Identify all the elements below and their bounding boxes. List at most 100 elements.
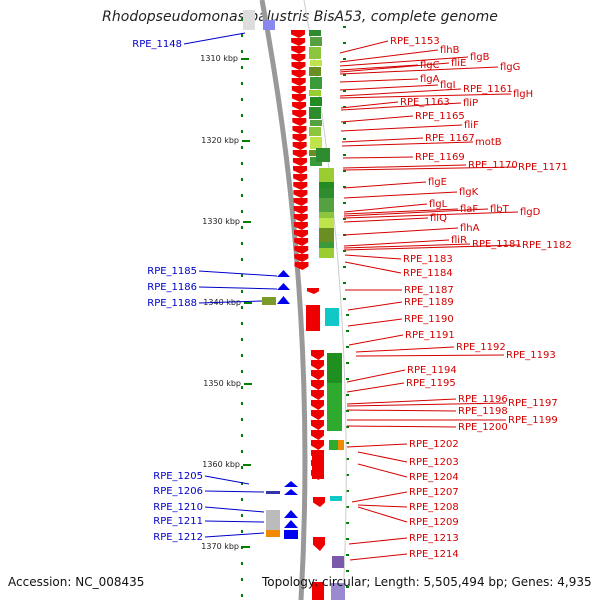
leader-line bbox=[339, 62, 450, 73]
gene-label-reverse: RPE_1202 bbox=[409, 439, 459, 450]
leader-line bbox=[357, 506, 408, 523]
gene-arrow-reverse bbox=[293, 182, 308, 190]
gene-arrow-reverse bbox=[311, 420, 324, 430]
gene-arrow-forward bbox=[277, 270, 290, 277]
gene-arrow-reverse bbox=[293, 166, 308, 174]
leader-line bbox=[346, 443, 408, 448]
gene-label-reverse: RPE_1187 bbox=[404, 285, 454, 296]
gene-arrow-forward bbox=[284, 520, 298, 528]
gene-label-reverse: flgA bbox=[420, 74, 440, 85]
tick-dot bbox=[343, 202, 346, 204]
tick-dot bbox=[343, 154, 346, 156]
gene-label-reverse: RPE_1190 bbox=[404, 314, 454, 325]
scale-tick bbox=[244, 302, 252, 304]
leader-line bbox=[343, 227, 459, 236]
gene-arrow-reverse bbox=[293, 214, 308, 222]
scale-tick bbox=[241, 58, 249, 60]
gene-arrow-reverse bbox=[292, 118, 307, 126]
tick-dot bbox=[346, 426, 349, 428]
gene-arrow-reverse bbox=[311, 380, 324, 390]
gene-label-reverse: RPE_1197 bbox=[508, 398, 558, 409]
leader-line bbox=[204, 506, 265, 513]
gene-arrow-reverse bbox=[291, 70, 306, 78]
gene-arrow-reverse bbox=[294, 230, 308, 238]
gene-label-reverse: fliE bbox=[451, 58, 466, 69]
tick-dot bbox=[241, 18, 243, 21]
gene-label-forward: RPE_1188 bbox=[147, 298, 197, 309]
feature-bar bbox=[319, 182, 334, 188]
gene-label-reverse: flbT bbox=[490, 204, 510, 215]
tick-dot bbox=[241, 34, 243, 37]
tick-dot bbox=[241, 418, 243, 421]
gene-arrow-reverse bbox=[293, 174, 308, 182]
tick-dot bbox=[241, 210, 243, 213]
feature-bar bbox=[309, 30, 321, 36]
feature-bar bbox=[309, 127, 321, 136]
leader-line bbox=[204, 475, 250, 485]
gene-label-reverse: flgB bbox=[470, 52, 490, 63]
tick-dot bbox=[343, 74, 346, 76]
tick-dot bbox=[241, 514, 243, 517]
tick-dot bbox=[343, 122, 346, 124]
gene-arrow-reverse bbox=[291, 62, 306, 70]
feature-bar bbox=[309, 150, 321, 156]
tick-dot bbox=[241, 370, 243, 373]
scale-tick bbox=[243, 464, 251, 466]
feature-bar bbox=[310, 37, 322, 46]
gene-label-reverse: RPE_1161 bbox=[463, 84, 513, 95]
gene-label-reverse: flhA bbox=[460, 223, 480, 234]
tick-dot bbox=[346, 330, 349, 332]
feature-bar bbox=[319, 198, 334, 212]
tick-dot bbox=[241, 322, 243, 325]
gene-arrow-reverse bbox=[311, 390, 324, 400]
gene-label-forward: RPE_1212 bbox=[153, 532, 203, 543]
gene-label-reverse: RPE_1167 bbox=[425, 133, 475, 144]
gene-arrow-reverse bbox=[313, 497, 325, 507]
tick-dot bbox=[346, 538, 349, 540]
gene-label-forward: RPE_1186 bbox=[147, 282, 197, 293]
accession-label: Accession: NC_008435 bbox=[8, 575, 145, 589]
tick-dot bbox=[241, 114, 243, 117]
gene-label-reverse: flhB bbox=[440, 45, 460, 56]
tick-dot bbox=[343, 106, 346, 108]
gene-arrow-reverse bbox=[292, 126, 307, 134]
gene-block-reverse bbox=[306, 305, 320, 331]
gene-label-reverse: fliR bbox=[451, 235, 467, 246]
leader-line bbox=[183, 32, 246, 45]
tick-dot bbox=[241, 578, 243, 581]
gene-arrow-reverse bbox=[311, 400, 324, 410]
gene-arrow-reverse bbox=[292, 134, 307, 142]
leader-line bbox=[349, 553, 408, 561]
leader-line bbox=[348, 537, 408, 545]
feature-bar bbox=[309, 107, 321, 119]
feature-bar bbox=[329, 440, 341, 450]
tick-dot bbox=[346, 346, 349, 348]
tick-dot bbox=[241, 162, 243, 165]
gene-label-reverse: RPE_1182 bbox=[522, 240, 572, 251]
feature-bar bbox=[319, 218, 334, 228]
tick-dot bbox=[343, 58, 346, 60]
tick-dot bbox=[346, 442, 349, 444]
gene-arrow-reverse bbox=[291, 46, 306, 54]
gene-block-reverse bbox=[312, 582, 324, 600]
leader-line bbox=[347, 301, 403, 311]
tick-dot bbox=[346, 506, 349, 508]
tick-dot bbox=[241, 562, 243, 565]
tick-dot bbox=[343, 26, 346, 28]
gene-arrow-forward bbox=[284, 481, 298, 487]
feature-bar-cyan bbox=[325, 308, 339, 326]
leader-line bbox=[346, 382, 405, 393]
gene-arrow-reverse bbox=[294, 238, 309, 246]
scale-label: 1310 kbp bbox=[200, 54, 238, 63]
tick-dot bbox=[241, 434, 243, 437]
gene-arrow-reverse bbox=[292, 150, 307, 158]
tick-dot bbox=[241, 386, 243, 389]
feature-bar bbox=[310, 120, 322, 126]
scale-label: 1350 kbp bbox=[203, 379, 241, 388]
gene-label-reverse: RPE_1170 bbox=[468, 160, 518, 171]
gene-label-reverse: RPE_1165 bbox=[415, 111, 465, 122]
tick-dot bbox=[241, 402, 243, 405]
feature-bar bbox=[310, 97, 322, 106]
leader-line bbox=[346, 398, 457, 405]
leader-line bbox=[340, 102, 462, 111]
